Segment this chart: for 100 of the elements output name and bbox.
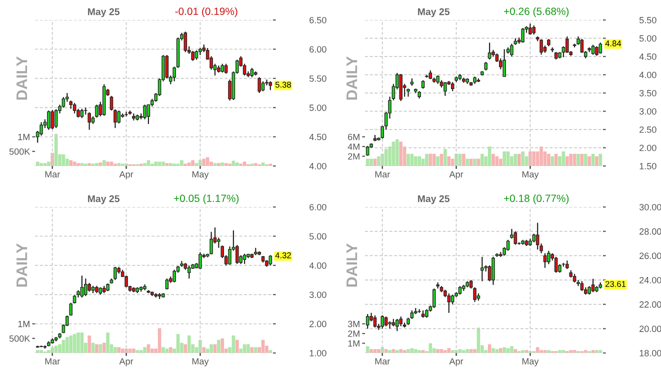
bar	[88, 335, 91, 353]
bar	[168, 163, 172, 166]
bar	[36, 350, 40, 353]
bar	[232, 160, 236, 166]
candlestick	[396, 318, 399, 332]
bar	[510, 346, 514, 353]
bar	[191, 160, 194, 166]
bar	[246, 344, 250, 353]
bar	[392, 142, 396, 166]
bar	[132, 348, 136, 353]
y-tick-label: 22.00	[640, 301, 661, 308]
text: May 25	[88, 195, 120, 204]
bar	[469, 158, 473, 166]
y-tick-label: 5.50	[309, 75, 326, 82]
bar	[565, 156, 569, 166]
bar	[370, 158, 373, 166]
candlestick	[492, 256, 495, 286]
text: 5.38	[275, 82, 291, 88]
bar	[254, 163, 258, 166]
bar	[498, 158, 502, 166]
bar	[220, 162, 224, 166]
bar	[254, 347, 258, 353]
y-tick-label: 1.00	[310, 350, 326, 356]
candlestick	[532, 24, 536, 36]
candlestick	[373, 314, 377, 328]
bar	[370, 349, 373, 353]
bar	[106, 162, 110, 166]
bar	[65, 158, 69, 166]
bar	[406, 154, 410, 166]
candlestick	[432, 288, 436, 309]
bar	[213, 344, 217, 353]
bar	[395, 139, 399, 166]
text: DAILY	[346, 243, 358, 287]
y-tick-label: 6.50	[310, 16, 326, 24]
bar	[576, 154, 580, 166]
bar	[76, 332, 80, 353]
bar	[117, 163, 121, 166]
candlestick	[447, 292, 451, 314]
bar	[480, 154, 484, 166]
bar	[473, 349, 476, 353]
y-tick-label: 2.00	[310, 320, 326, 328]
bar	[88, 163, 91, 166]
candlestick	[514, 230, 518, 246]
candlestick	[84, 278, 88, 297]
candlestick	[450, 294, 454, 305]
candlestick	[114, 266, 117, 281]
candlestick	[268, 254, 272, 266]
bar	[502, 151, 506, 166]
bar	[466, 349, 470, 353]
candlestick	[250, 67, 254, 78]
bar	[550, 156, 554, 166]
x-tick-label: Mar	[375, 358, 390, 364]
text: 23.61	[606, 281, 626, 287]
bar	[187, 162, 191, 166]
candlestick	[165, 278, 169, 290]
bar	[210, 344, 213, 353]
y2-tick-label: 4M	[348, 144, 360, 150]
y2-tick-label: 3M	[348, 320, 360, 328]
y-tick-label: 24.00	[640, 276, 661, 284]
candlestick	[380, 314, 384, 330]
bar	[180, 160, 184, 166]
bar	[447, 156, 451, 166]
bar	[432, 154, 436, 166]
bar	[414, 349, 418, 353]
y-tick-label: 1.50	[640, 162, 656, 170]
bar	[414, 156, 418, 166]
bar	[532, 151, 536, 166]
bar	[425, 154, 428, 166]
candlestick	[450, 81, 454, 92]
candlestick	[80, 275, 84, 298]
bar	[498, 348, 502, 353]
bar	[217, 163, 220, 166]
bar	[595, 156, 598, 166]
candlestick	[399, 316, 402, 327]
candlestick	[95, 104, 98, 118]
candlestick	[366, 314, 370, 330]
text: May 25	[88, 8, 120, 18]
candlestick	[117, 110, 121, 124]
candlestick	[543, 252, 547, 268]
bar	[40, 163, 43, 166]
y-tick-label: 20.00	[640, 326, 661, 332]
bar	[584, 350, 588, 353]
candlestick	[69, 302, 72, 316]
candlestick	[180, 260, 184, 268]
bar	[462, 154, 466, 166]
bar	[162, 347, 165, 353]
y-tick-label: 2.00	[640, 144, 656, 152]
bar	[406, 349, 410, 353]
y2-tick-label: 1M	[18, 320, 30, 328]
bar	[399, 349, 403, 353]
bar	[466, 158, 470, 166]
bar	[540, 350, 543, 353]
candlestick	[488, 42, 492, 60]
bar	[547, 154, 550, 166]
bar	[418, 350, 421, 353]
candlestick	[47, 110, 50, 130]
bar	[220, 338, 224, 353]
bar	[418, 156, 421, 166]
y-tick-label: 5.50	[639, 16, 656, 24]
bar	[502, 347, 506, 353]
